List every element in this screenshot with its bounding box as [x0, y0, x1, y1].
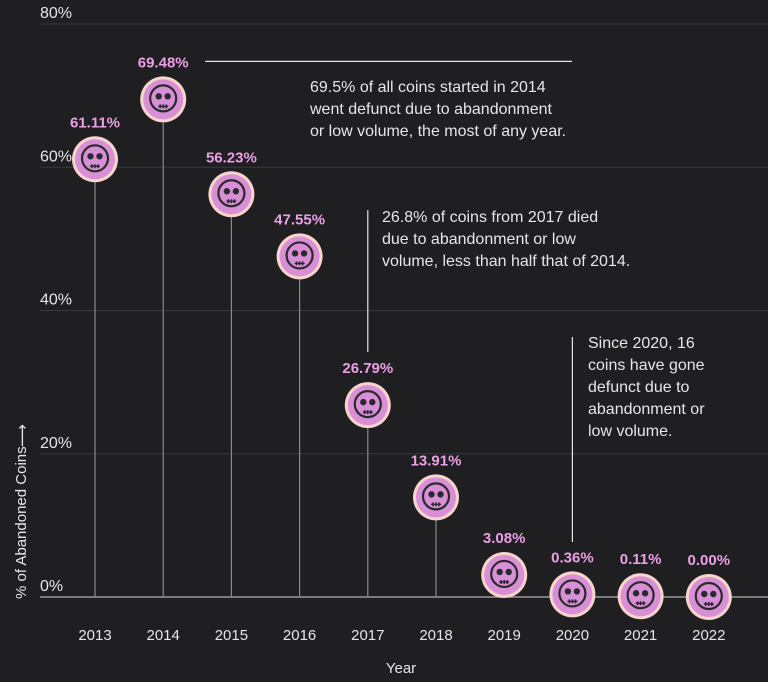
- skull-outline: [353, 390, 382, 419]
- annotation-2014: 69.5% of all coins started in 2014 went …: [310, 77, 610, 143]
- skull-teeth: [362, 410, 373, 415]
- skull-eye-left: [223, 188, 231, 195]
- value-label: 69.48%: [138, 54, 189, 71]
- annotation-line: low volume.: [588, 423, 673, 440]
- annotation-2020: Since 2020, 16 coins have gone defunct d…: [588, 333, 738, 443]
- skull-eye-left: [360, 398, 367, 406]
- skull-eye-right: [300, 250, 308, 257]
- skull-eye-right: [164, 93, 171, 100]
- skull-eye-right: [232, 188, 240, 195]
- skull-marker: [208, 171, 255, 218]
- annotation-line: abandonment or: [588, 401, 705, 418]
- x-tick-label: 2022: [692, 627, 725, 644]
- value-label: 13.91%: [411, 452, 462, 469]
- skull-teeth: [703, 602, 714, 606]
- skull-marker: [413, 474, 459, 521]
- value-label: 0.11%: [620, 551, 662, 568]
- skull-teeth: [90, 164, 100, 169]
- x-tick-label: 2015: [215, 627, 248, 644]
- skull-eye-right: [573, 588, 581, 595]
- value-label: 0.00%: [688, 552, 731, 569]
- skull-teeth: [567, 599, 578, 604]
- skull-marker: [481, 551, 528, 598]
- skull-eye-right: [96, 153, 103, 160]
- x-tick-label: 2013: [78, 627, 111, 644]
- x-tick-label: 2021: [624, 627, 657, 644]
- skull-eye-left: [87, 153, 94, 160]
- y-tick-label: 20%: [40, 435, 72, 452]
- value-label: 61.11%: [70, 114, 120, 131]
- skull-outline: [285, 241, 314, 270]
- y-axis-arrow: ⟶: [13, 424, 32, 447]
- skull-teeth: [499, 579, 510, 584]
- skull-marker: [72, 136, 118, 183]
- annotation-line: coins have gone: [588, 357, 705, 374]
- skull-marker: [344, 382, 391, 429]
- skull-teeth: [226, 199, 237, 204]
- skull-eye-left: [701, 590, 708, 598]
- value-label: 3.08%: [483, 530, 526, 547]
- annotation-line: due to abandonment or low: [382, 231, 576, 248]
- y-tick-label: 60%: [40, 148, 72, 165]
- skull-teeth: [294, 261, 305, 266]
- x-tick-label: 2017: [351, 627, 384, 644]
- value-label: 47.55%: [274, 211, 325, 228]
- value-label: 0.36%: [551, 549, 594, 566]
- value-label: 56.23%: [206, 149, 257, 166]
- annotation-line: Since 2020, 16: [588, 335, 695, 352]
- skull-marker: [140, 76, 187, 123]
- value-label: 26.79%: [342, 360, 393, 377]
- x-tick-label: 2018: [419, 627, 452, 644]
- skull-outline: [694, 581, 723, 611]
- annotation-line: defunct due to: [588, 379, 690, 396]
- skull-teeth: [635, 601, 646, 606]
- annotation-line: 69.5% of all coins started in 2014: [310, 79, 546, 96]
- skull-eye-right: [369, 398, 376, 406]
- x-tick-label: 2020: [556, 627, 589, 644]
- skull-marker: [685, 574, 732, 620]
- skull-eye-left: [155, 93, 162, 100]
- annotation-line: went defunct due to abandonment: [310, 101, 552, 118]
- annotation-line: volume, less than half that of 2014.: [382, 253, 631, 270]
- skull-outline: [149, 84, 178, 113]
- annotation-line: or low volume, the most of any year.: [310, 123, 567, 140]
- skull-marker: [549, 571, 596, 618]
- skull-outline: [217, 179, 246, 208]
- annotation-2017: 26.8% of coins from 2017 died due to aba…: [382, 207, 682, 273]
- x-tick-label: 2016: [283, 627, 316, 644]
- skull-outline: [558, 579, 587, 608]
- y-axis-title: % of Abandoned Coins: [13, 446, 30, 599]
- skull-eye-right: [641, 590, 649, 597]
- y-tick-label: 0%: [40, 578, 63, 595]
- skull-outline: [490, 559, 519, 589]
- skull-eye-left: [291, 250, 299, 257]
- x-tick-label: 2019: [488, 627, 521, 644]
- skull-teeth: [158, 104, 169, 109]
- annotation-line: 26.8% of coins from 2017 died: [382, 209, 599, 226]
- y-tick-label: 80%: [40, 5, 72, 22]
- skull-eye-right: [505, 568, 512, 576]
- skull-eye-left: [632, 590, 640, 597]
- skull-eye-right: [710, 590, 717, 598]
- skull-outline: [80, 144, 110, 173]
- skull-eye-left: [428, 491, 435, 498]
- x-tick-label: 2014: [147, 627, 180, 644]
- skull-eye-left: [564, 588, 572, 595]
- skull-eye-left: [496, 568, 503, 576]
- skull-teeth: [431, 502, 441, 507]
- skull-marker: [617, 573, 664, 620]
- skull-marker: [276, 233, 323, 280]
- skull-outline: [626, 581, 655, 610]
- x-axis-title: Year: [386, 660, 416, 677]
- skull-outline: [421, 482, 451, 511]
- y-tick-label: 40%: [40, 292, 72, 309]
- skull-eye-right: [437, 491, 444, 498]
